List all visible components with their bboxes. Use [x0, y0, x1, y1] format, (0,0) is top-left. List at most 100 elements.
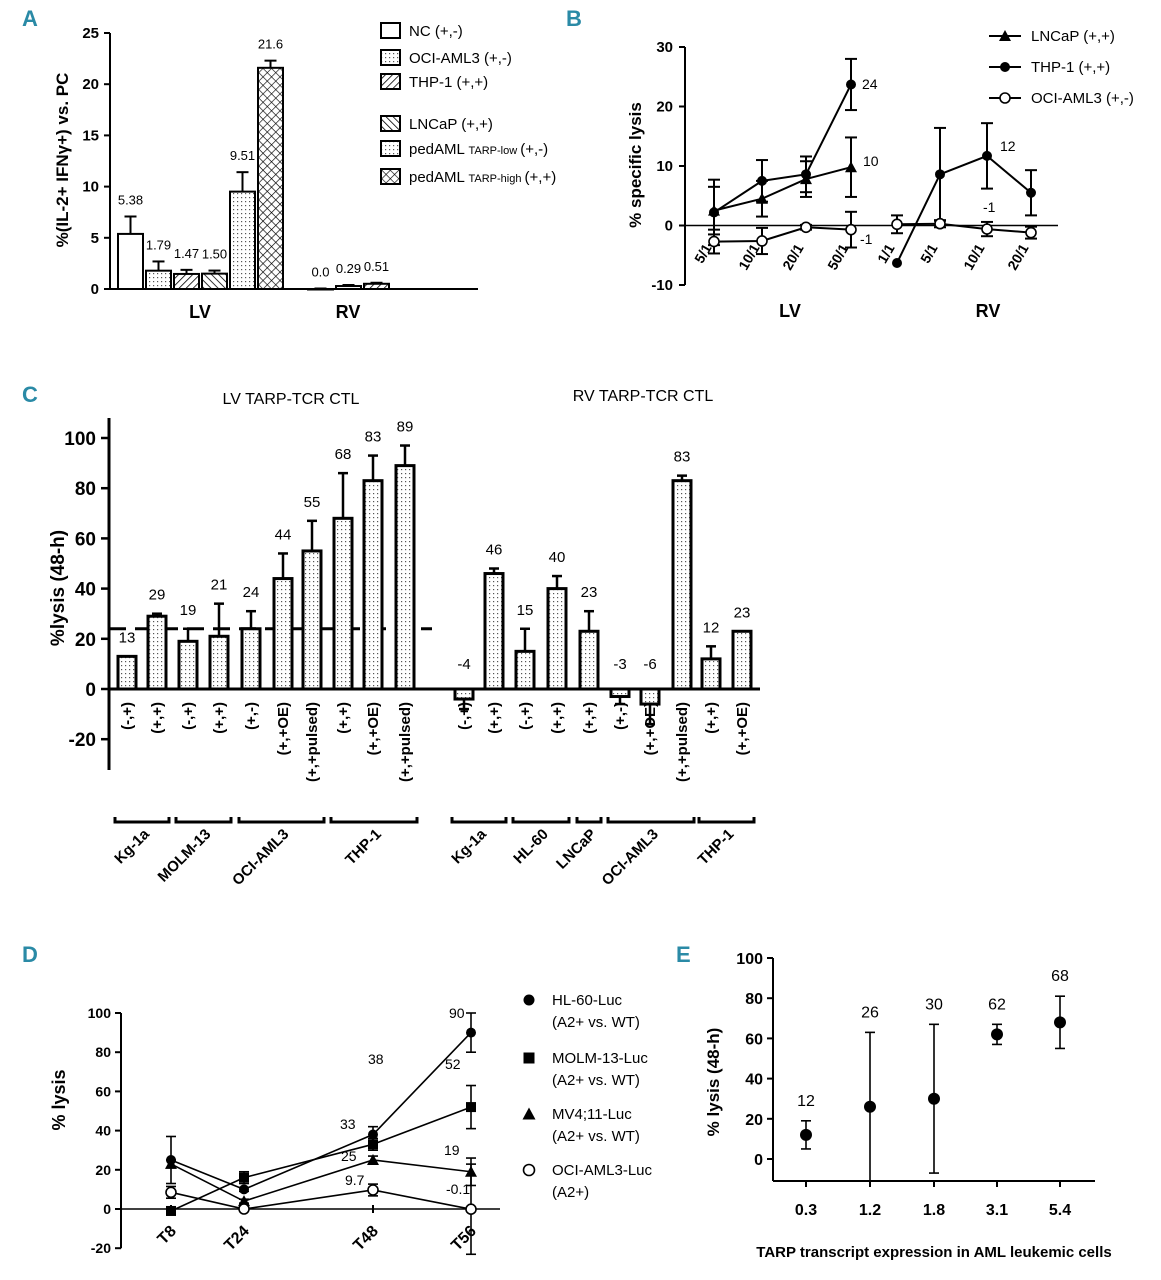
a-ytick-label: 20 — [82, 76, 99, 93]
a-ytick-label: 0 — [91, 281, 99, 298]
d-point — [466, 1027, 476, 1038]
c-bracket — [606, 817, 696, 824]
d-legend-label2: (A2+ vs. WT) — [552, 1072, 640, 1089]
b-point — [935, 169, 945, 180]
c-bar — [116, 654, 138, 691]
b-legend-label: LNCaP (+,+) — [1031, 28, 1115, 45]
c-data-label: 23 — [581, 584, 598, 601]
c-xtick-label: (+,+) — [703, 702, 720, 734]
c-data-label: 40 — [549, 549, 566, 566]
c-xtick-label: (+,-) — [612, 702, 629, 730]
d-annotation: -0.1 — [446, 1181, 470, 1197]
e-xtick-label: 5.4 — [1049, 1202, 1071, 1219]
c-cell-label: LNCaP — [553, 826, 600, 873]
d-annotation: 52 — [445, 1056, 461, 1072]
c-xtick-label: (+,+) — [581, 702, 598, 734]
c-data-label: 12 — [703, 619, 720, 636]
a-group-label: RV — [336, 302, 361, 322]
e-data-label: 62 — [988, 996, 1006, 1013]
e-data-label: 30 — [925, 996, 943, 1013]
b-annotation: -1 — [983, 199, 996, 215]
b-xtick-label: 10/1 — [960, 241, 988, 273]
b-legend-label: OCI-AML3 (+,-) — [1031, 90, 1134, 107]
c-bar — [240, 627, 262, 691]
c-xtick-label: (+,+) — [211, 702, 228, 734]
b-annotation: 24 — [862, 76, 878, 92]
d-point — [166, 1205, 176, 1216]
c-ytick-label: 100 — [64, 429, 96, 450]
d-annotation: 9.7 — [345, 1172, 365, 1188]
panel-label-b: B — [566, 6, 582, 31]
c-bar — [301, 549, 323, 691]
c-bar — [362, 479, 384, 691]
c-xtick-label: (+,+) — [486, 702, 503, 734]
b-point — [934, 217, 946, 230]
c-data-label: 55 — [304, 494, 321, 511]
c-data-label: -4 — [457, 656, 470, 673]
c-bar — [514, 649, 536, 691]
a-data-label: 1.50 — [202, 247, 227, 262]
b-ytick-label: 0 — [665, 218, 673, 235]
c-bar — [639, 687, 661, 706]
e-data-label: 12 — [797, 1093, 815, 1110]
d-ytick-label: 100 — [88, 1005, 112, 1021]
d-legend-label2: (A2+) — [552, 1184, 589, 1201]
a-legend-label: THP-1 (+,+) — [409, 74, 488, 91]
e-data-label: 26 — [861, 1004, 879, 1021]
b-legend-marker — [999, 30, 1011, 41]
d-annotation: 25 — [341, 1148, 357, 1164]
d-point — [238, 1203, 250, 1215]
b-xtick-label: 20/1 — [779, 241, 807, 273]
b-point — [845, 161, 857, 173]
d-point — [239, 1184, 249, 1195]
e-point — [800, 1128, 812, 1141]
chart-b: % specific lysis -10 0 10 20 30 5/1 10/1 20/1 50… — [626, 28, 1134, 321]
d-ytick-label: -20 — [91, 1240, 111, 1256]
b-series-line — [713, 166, 852, 212]
a-bar — [145, 269, 172, 291]
c-xtick-label: (-,+) — [180, 702, 197, 730]
c-bar — [609, 687, 631, 699]
b-point — [981, 223, 993, 235]
d-annotation: 38 — [368, 1051, 384, 1067]
b-xtick-label: 20/1 — [1004, 241, 1032, 273]
c-bar — [177, 639, 199, 691]
c-ytick-label: 60 — [75, 529, 96, 550]
a-bar — [335, 285, 362, 290]
e-ytick-label: 40 — [745, 1072, 763, 1089]
c-data-label: 24 — [243, 584, 260, 601]
a-bar — [201, 272, 228, 291]
a-data-label: 1.47 — [174, 246, 199, 261]
d-series-line — [170, 1032, 472, 1191]
b-point — [1026, 187, 1036, 198]
c-ytick-label: 40 — [75, 580, 96, 601]
c-data-label: 13 — [119, 629, 136, 646]
d-xtick-label: T24 — [221, 1223, 253, 1255]
c-data-label: 46 — [486, 542, 503, 559]
b-point — [982, 150, 992, 161]
e-point — [864, 1100, 876, 1113]
d-point — [466, 1102, 476, 1113]
c-cell-label: HL-60 — [510, 826, 551, 867]
e-ytick-label: 60 — [745, 1031, 763, 1048]
a-ytick-label: 15 — [82, 127, 99, 144]
c-xtick-label: (+,+OE) — [734, 702, 751, 755]
c-bar — [578, 629, 600, 691]
c-bar — [700, 657, 722, 691]
d-point — [368, 1129, 378, 1140]
c-xtick-label: (-,+) — [456, 702, 473, 730]
c-bar — [731, 629, 753, 691]
c-bracket — [237, 817, 326, 824]
a-ylabel: %(IL-2+ IFNγ+) vs. PC — [53, 73, 72, 248]
c-xtick-label: (-,+) — [119, 702, 136, 730]
a-bar — [229, 190, 256, 290]
a-data-label: 21.6 — [258, 37, 283, 52]
panel-label-a: A — [22, 6, 38, 31]
d-annotation: 19 — [444, 1142, 460, 1158]
c-xtick-label: (+,+) — [549, 702, 566, 734]
d-point — [165, 1157, 177, 1169]
b-xtick-label: 50/1 — [824, 241, 852, 273]
e-xlabel: TARP transcript expression in AML leukem… — [756, 1244, 1111, 1261]
d-legend-label: OCI-AML3-Luc — [552, 1162, 653, 1179]
